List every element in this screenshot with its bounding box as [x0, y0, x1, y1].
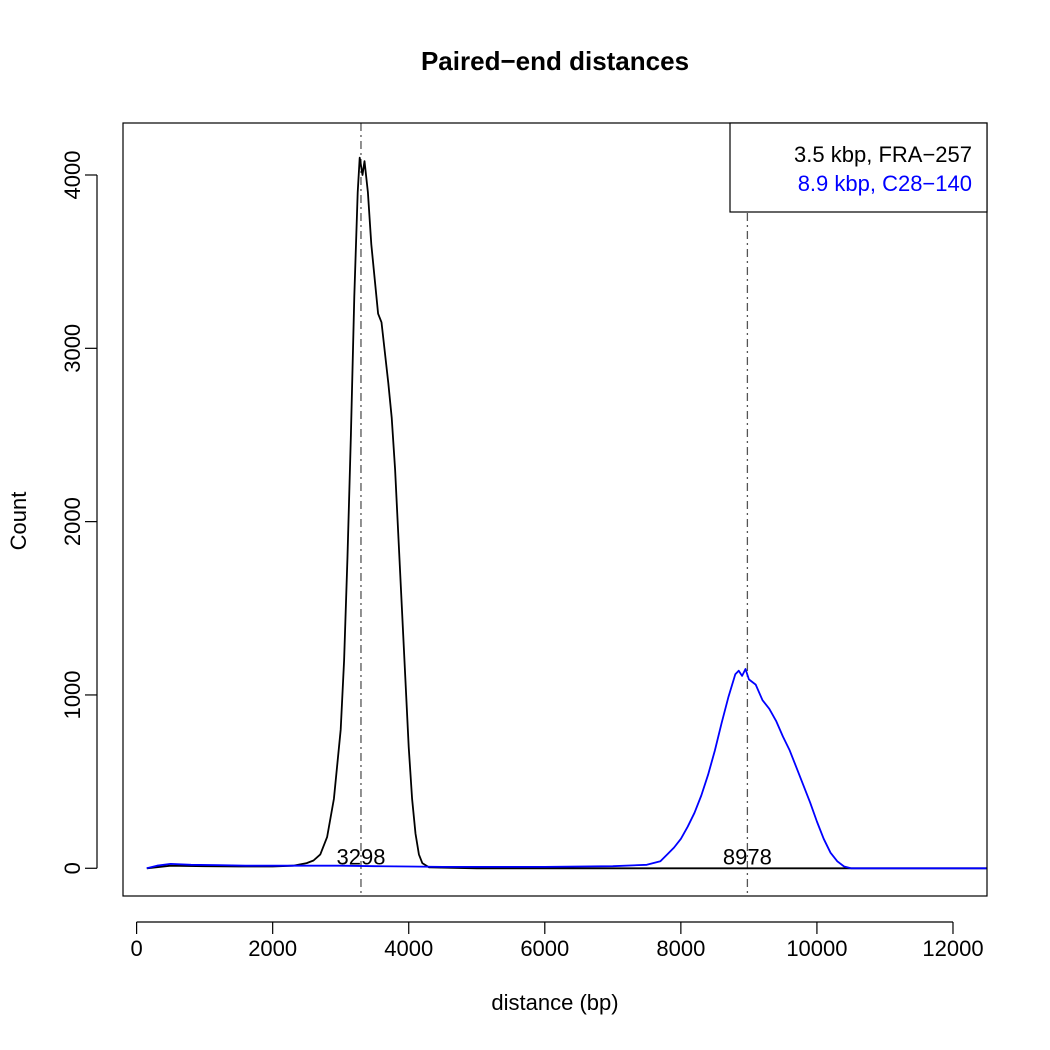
x-tick-label: 12000 [922, 936, 983, 961]
y-tick-label: 0 [60, 862, 85, 874]
peak-label: 3298 [336, 844, 385, 869]
peak-label: 8978 [723, 844, 772, 869]
chart-title: Paired−end distances [421, 46, 689, 76]
y-axis: 0 1000 2000 3000 4000 [60, 151, 98, 874]
plot-border [122, 122, 988, 897]
x-axis: 0 2000 4000 6000 8000 10000 12000 [130, 921, 984, 961]
y-tick-label: 1000 [60, 670, 85, 719]
x-tick-label: 6000 [520, 936, 569, 961]
legend-box [729, 122, 988, 213]
series-line-0 [146, 156, 987, 870]
series-line-1 [146, 668, 987, 870]
x-tick-label: 4000 [384, 936, 433, 961]
y-tick-label: 2000 [60, 497, 85, 546]
x-tick-label: 0 [130, 936, 142, 961]
x-axis-label: distance (bp) [491, 990, 618, 1015]
reference-lines [360, 123, 749, 896]
y-tick-label: 3000 [60, 324, 85, 373]
peak-annotations: 3298 8978 [336, 844, 771, 869]
series-group [146, 156, 987, 870]
legend: 3.5 kbp, FRA−257 8.9 kbp, C28−140 [729, 122, 988, 213]
x-tick-label: 10000 [786, 936, 847, 961]
legend-entry-0: 3.5 kbp, FRA−257 [794, 142, 972, 167]
y-tick-label: 4000 [60, 151, 85, 200]
legend-entry-1: 8.9 kbp, C28−140 [798, 171, 972, 196]
y-axis-label: Count [6, 492, 31, 551]
x-tick-label: 2000 [248, 936, 297, 961]
x-tick-label: 8000 [656, 936, 705, 961]
